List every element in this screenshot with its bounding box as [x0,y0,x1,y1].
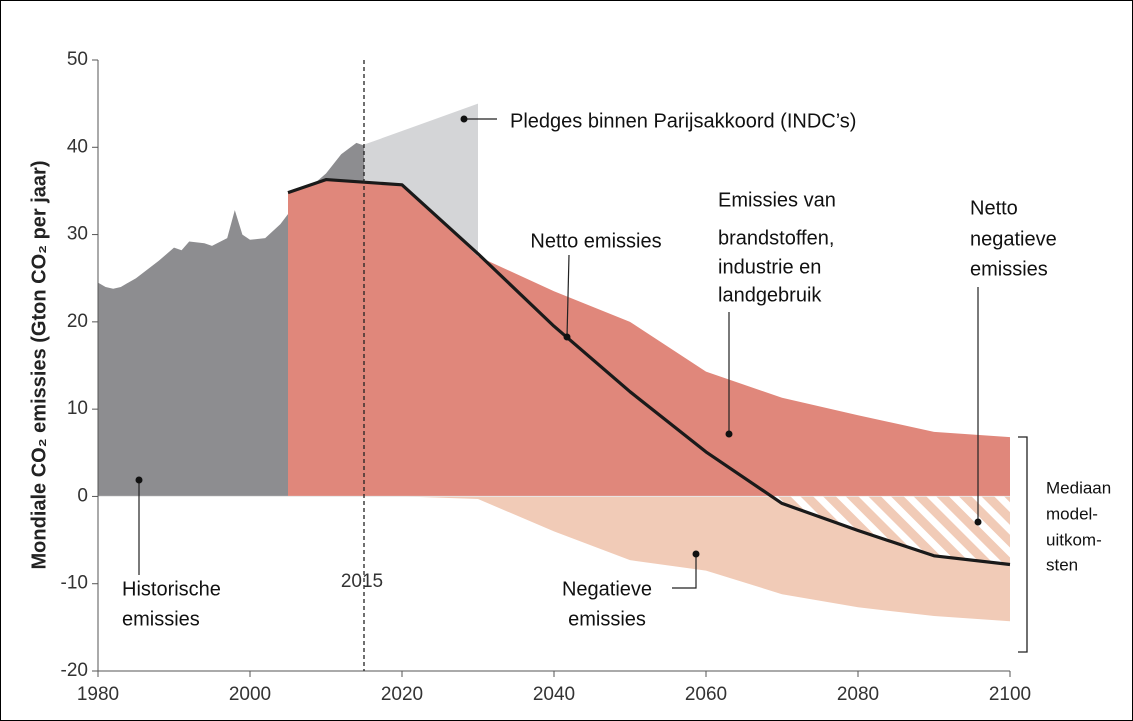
annotation: Pledges binnen Parijsakkoord (INDC’s) [510,110,856,132]
annotation: model- [1046,504,1098,523]
annotation-dot [725,430,733,438]
annotation: emissies [122,608,200,630]
y-tick-label: 50 [67,49,88,70]
y-tick-label: -10 [61,573,88,594]
y-tick-label: -20 [61,660,88,681]
annotation: Historische [122,578,221,600]
leader-line [672,554,697,589]
x-tick-label: 2000 [229,684,271,705]
annotation: Negatieve [562,578,652,600]
y-axis-label: Mondiale CO₂ emissies (Gton CO₂ per jaar… [28,161,50,570]
annotation-dot [460,115,468,123]
annotation: sten [1046,555,1078,574]
annotation: Mediaan [1046,478,1111,497]
annotation: brandstoffen, [718,227,834,249]
reference-label: 2015 [341,571,383,592]
annotation: Netto [970,197,1018,219]
y-tick-label: 10 [67,398,88,419]
x-tick-label: 2040 [533,684,575,705]
net-line [287,177,1011,567]
area [288,496,1010,622]
annotation: landgebruik [718,284,822,306]
annotation-dot [563,333,571,341]
x-tick-label: 2060 [685,684,727,705]
annotation: industrie en [718,256,821,278]
annotation-dot [692,550,700,558]
x-tick-label: 1980 [77,684,119,705]
y-tick-label: 20 [67,311,88,332]
annotation-dot [974,518,982,526]
annotation: Emissies van [718,189,836,211]
x-tick-label: 2020 [381,684,423,705]
y-tick-label: 0 [77,485,88,506]
y-tick-label: 30 [67,224,88,245]
annotation: negatieve [970,228,1057,250]
bracket [1018,436,1028,653]
annotation: Netto emissies [530,230,661,252]
annotation: uitkom- [1046,530,1102,549]
annotation-dot [135,476,143,484]
leader-line [566,254,570,338]
x-tick-label: 2080 [837,684,879,705]
area [288,179,1010,497]
annotation: emissies [568,608,646,630]
annotation: emissies [970,258,1048,280]
y-tick-label: 40 [67,136,88,157]
hatch-area [771,496,1010,565]
x-tick-label: 2100 [989,684,1031,705]
